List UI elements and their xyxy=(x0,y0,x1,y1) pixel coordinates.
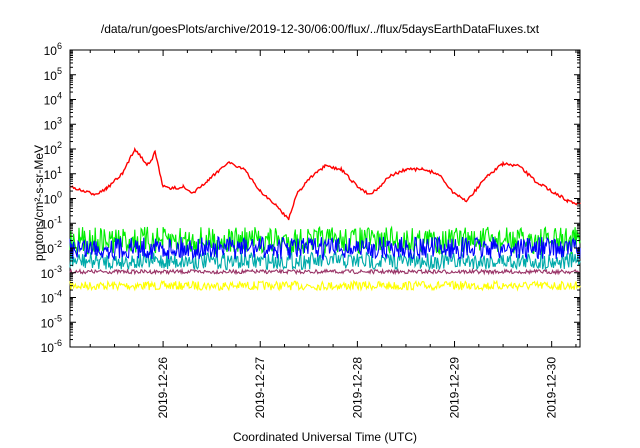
x-tick-label: 2019-12-30 xyxy=(545,357,559,419)
x-tick-label: 2019-12-26 xyxy=(156,357,170,419)
x-tick-label: 2019-12-28 xyxy=(350,357,364,419)
plot-frame xyxy=(69,49,581,348)
y-tick-label: 104 xyxy=(44,91,62,108)
y-tick-label: 10-3 xyxy=(41,264,62,281)
series-line xyxy=(69,250,581,272)
x-axis-label: Coordinated Universal Time (UTC) xyxy=(232,430,418,444)
series-line xyxy=(69,267,581,276)
series-line xyxy=(69,279,581,292)
y-tick-label: 10-5 xyxy=(41,313,62,330)
y-tick-label: 105 xyxy=(44,66,62,83)
y-tick-label: 100 xyxy=(44,190,62,207)
axis-layer: 10-6 10-5 10-4 10-3 10-2 10-1 100 101 102 103 104 1… xyxy=(41,41,580,418)
y-tick-label: 10-2 xyxy=(41,239,62,256)
y-tick-label: 10-1 xyxy=(41,214,62,231)
y-tick-label: 102 xyxy=(44,140,62,157)
y-tick-label: 10-6 xyxy=(41,338,62,355)
x-tick-label: 2019-12-29 xyxy=(448,357,462,419)
chart-title: /data/run/goesPlots/archive/2019-12-30/0… xyxy=(100,22,540,36)
series-layer xyxy=(69,146,581,292)
series-line xyxy=(69,225,581,256)
y-tick-label: 101 xyxy=(44,165,62,182)
y-tick-label: 106 xyxy=(44,41,62,58)
series-line xyxy=(69,146,581,221)
series-line xyxy=(69,235,581,261)
y-tick-label: 103 xyxy=(44,115,62,132)
y-tick-label: 10-4 xyxy=(41,289,62,306)
x-tick-label: 2019-12-27 xyxy=(253,357,267,419)
